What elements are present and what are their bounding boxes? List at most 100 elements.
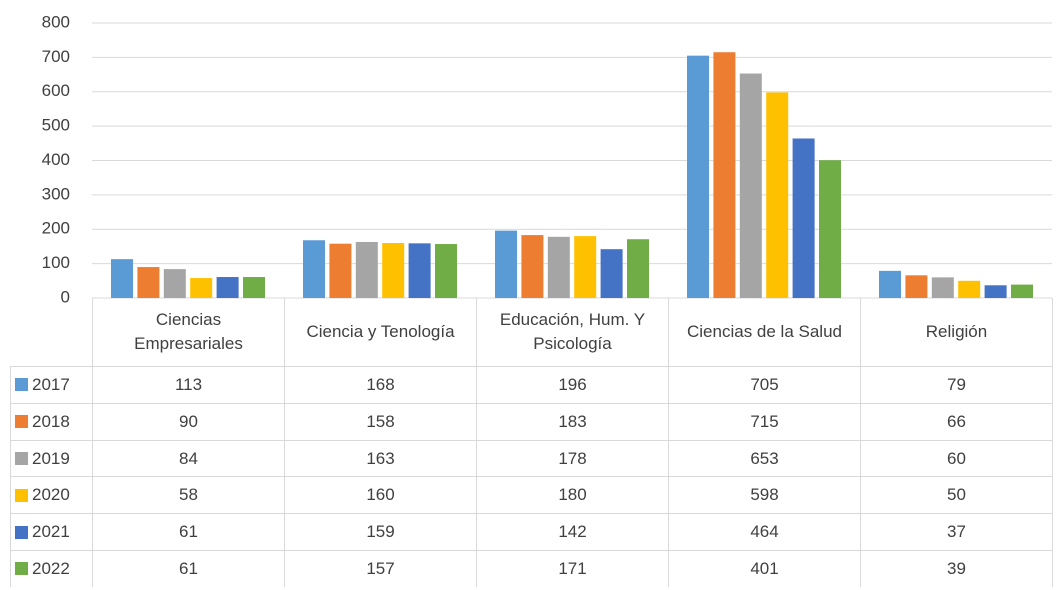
bar <box>137 267 160 298</box>
category-header: Religión <box>860 298 1052 366</box>
legend-swatch <box>15 562 28 576</box>
table-value: 39 <box>860 550 1052 587</box>
bar <box>243 277 265 298</box>
legend-cell: 2019 <box>10 439 92 477</box>
table-value: 79 <box>860 366 1052 403</box>
table-value: 163 <box>284 439 476 477</box>
bar <box>355 241 378 298</box>
legend-label: 2019 <box>32 448 70 468</box>
table-value: 171 <box>476 550 668 587</box>
bar <box>329 243 352 298</box>
bar <box>521 235 544 298</box>
bar <box>879 270 901 298</box>
legend-swatch <box>15 451 28 465</box>
table-value: 158 <box>284 402 476 440</box>
table-value: 159 <box>284 513 476 550</box>
legend-label: 2022 <box>32 559 70 578</box>
y-tick-label: 0 <box>61 287 70 306</box>
legend-swatch <box>15 378 28 392</box>
x-tick-label: Educación, Hum. Y Psicología <box>499 310 646 353</box>
y-tick-label: 500 <box>42 116 70 135</box>
table-value: 50 <box>860 476 1052 514</box>
legend-cell: 2018 <box>10 402 92 440</box>
table-value: 61 <box>92 550 284 587</box>
y-tick-label: 200 <box>42 219 70 238</box>
category-header: Ciencias Empresariales <box>92 298 284 366</box>
table-value: 598 <box>668 476 860 514</box>
x-tick-label: Ciencias Empresariales <box>134 310 243 353</box>
y-tick-label: 700 <box>42 47 70 66</box>
legend-label: 2020 <box>32 485 70 505</box>
y-tick-label: 400 <box>42 150 70 169</box>
legend-cell: 2020 <box>10 476 92 514</box>
table-value: 84 <box>92 439 284 477</box>
table-value: 464 <box>668 513 860 550</box>
bar <box>190 278 213 298</box>
table-value: 37 <box>860 513 1052 550</box>
bar <box>382 243 405 298</box>
legend-swatch <box>15 525 28 539</box>
legend-cell: 2017 <box>10 366 92 403</box>
table-value: 113 <box>92 366 284 403</box>
category-header: Ciencias de la Salud <box>668 298 860 366</box>
bar <box>547 236 570 298</box>
bar <box>905 275 928 298</box>
bar <box>408 243 431 298</box>
table-value: 66 <box>860 402 1052 440</box>
bar <box>111 259 133 298</box>
category-header: Ciencia y Tenología <box>284 298 476 366</box>
x-tick-label: Ciencias de la Salud <box>687 322 842 342</box>
y-tick-label: 600 <box>42 81 70 100</box>
category-header: Educación, Hum. Y Psicología <box>476 298 668 366</box>
table-border <box>1052 298 1053 587</box>
x-tick-label: Religión <box>925 322 988 342</box>
bar <box>435 244 457 298</box>
legend-swatch <box>15 488 28 502</box>
bar <box>792 138 815 298</box>
bar <box>766 92 789 298</box>
bar <box>984 285 1007 298</box>
legend-label: 2018 <box>32 411 70 431</box>
bar <box>216 277 239 298</box>
bar <box>574 236 597 298</box>
y-tick-label: 800 <box>42 12 70 31</box>
y-tick-label: 300 <box>42 184 70 203</box>
table-value: 60 <box>860 439 1052 477</box>
legend-cell: 2021 <box>10 513 92 550</box>
bar <box>1011 284 1033 298</box>
bar <box>819 160 841 298</box>
bar <box>163 269 186 298</box>
bar <box>495 230 517 298</box>
bar <box>931 277 954 298</box>
table-value: 90 <box>92 402 284 440</box>
table-value: 180 <box>476 476 668 514</box>
table-value: 168 <box>284 366 476 403</box>
table-value: 196 <box>476 366 668 403</box>
bar <box>739 73 762 298</box>
table-value: 61 <box>92 513 284 550</box>
bar <box>713 52 736 298</box>
legend-label: 2017 <box>32 375 70 394</box>
bar <box>600 249 623 298</box>
y-tick-label: 100 <box>42 253 70 272</box>
table-value: 58 <box>92 476 284 514</box>
table-value: 160 <box>284 476 476 514</box>
x-tick-label: Ciencia y Tenología <box>306 322 455 342</box>
bar <box>303 240 325 298</box>
table-value: 183 <box>476 402 668 440</box>
table-value: 178 <box>476 439 668 477</box>
bar <box>958 280 981 298</box>
table-value: 157 <box>284 550 476 587</box>
bar <box>627 239 649 298</box>
table-value: 401 <box>668 550 860 587</box>
bar <box>687 55 709 298</box>
table-value: 715 <box>668 402 860 440</box>
table-value: 705 <box>668 366 860 403</box>
legend-label: 2021 <box>32 522 70 542</box>
table-value: 653 <box>668 439 860 477</box>
legend-swatch <box>15 415 28 429</box>
legend-cell: 2022 <box>10 550 92 587</box>
table-value: 142 <box>476 513 668 550</box>
